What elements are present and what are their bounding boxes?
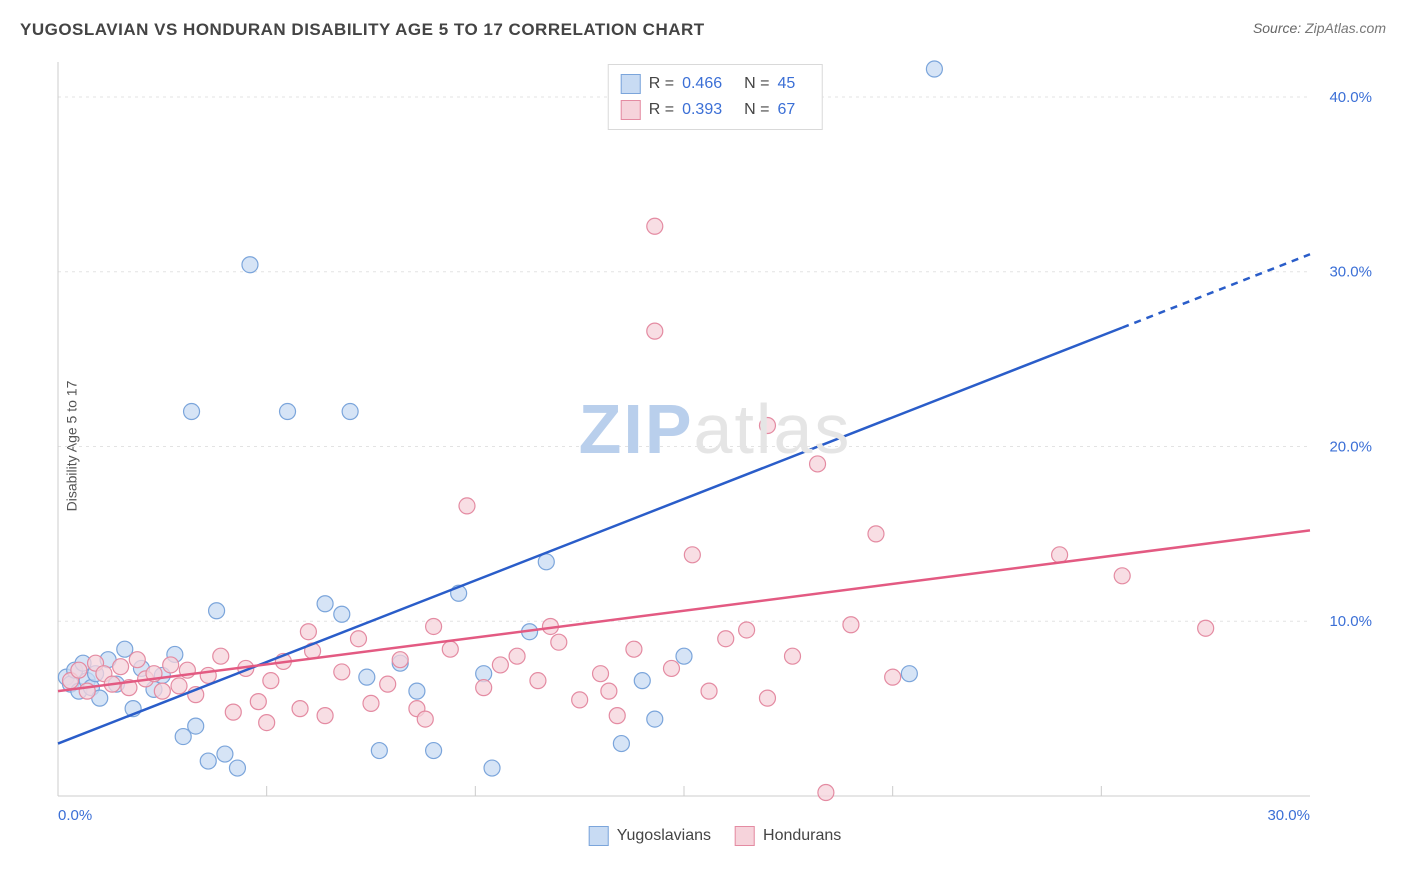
svg-text:40.0%: 40.0% [1329, 89, 1372, 106]
svg-text:20.0%: 20.0% [1329, 438, 1372, 455]
legend-item-yugoslavians: Yugoslavians [589, 826, 711, 846]
correlation-chart: 10.0%20.0%30.0%40.0%0.0%30.0% ZIPatlas R… [50, 58, 1380, 848]
svg-text:10.0%: 10.0% [1329, 613, 1372, 630]
source-attribution: Source: ZipAtlas.com [1253, 20, 1386, 36]
swatch-icon [621, 74, 641, 94]
svg-text:30.0%: 30.0% [1329, 264, 1372, 281]
legend-row-hondurans: R = 0.393 N = 67 [621, 97, 810, 123]
svg-text:0.0%: 0.0% [58, 807, 92, 824]
swatch-icon [735, 826, 755, 846]
correlation-legend: R = 0.466 N = 45 R = 0.393 N = 67 [608, 64, 823, 130]
chart-canvas: 10.0% 20.0% 30.0% 40.0% 0.0% 30.0% [50, 58, 1380, 848]
series-legend: Yugoslavians Hondurans [589, 826, 842, 846]
svg-text:30.0%: 30.0% [1267, 807, 1310, 824]
legend-row-yugoslavians: R = 0.466 N = 45 [621, 71, 810, 97]
legend-item-hondurans: Hondurans [735, 826, 841, 846]
chart-title: YUGOSLAVIAN VS HONDURAN DISABILITY AGE 5… [20, 20, 705, 39]
swatch-icon [621, 100, 641, 120]
swatch-icon [589, 826, 609, 846]
